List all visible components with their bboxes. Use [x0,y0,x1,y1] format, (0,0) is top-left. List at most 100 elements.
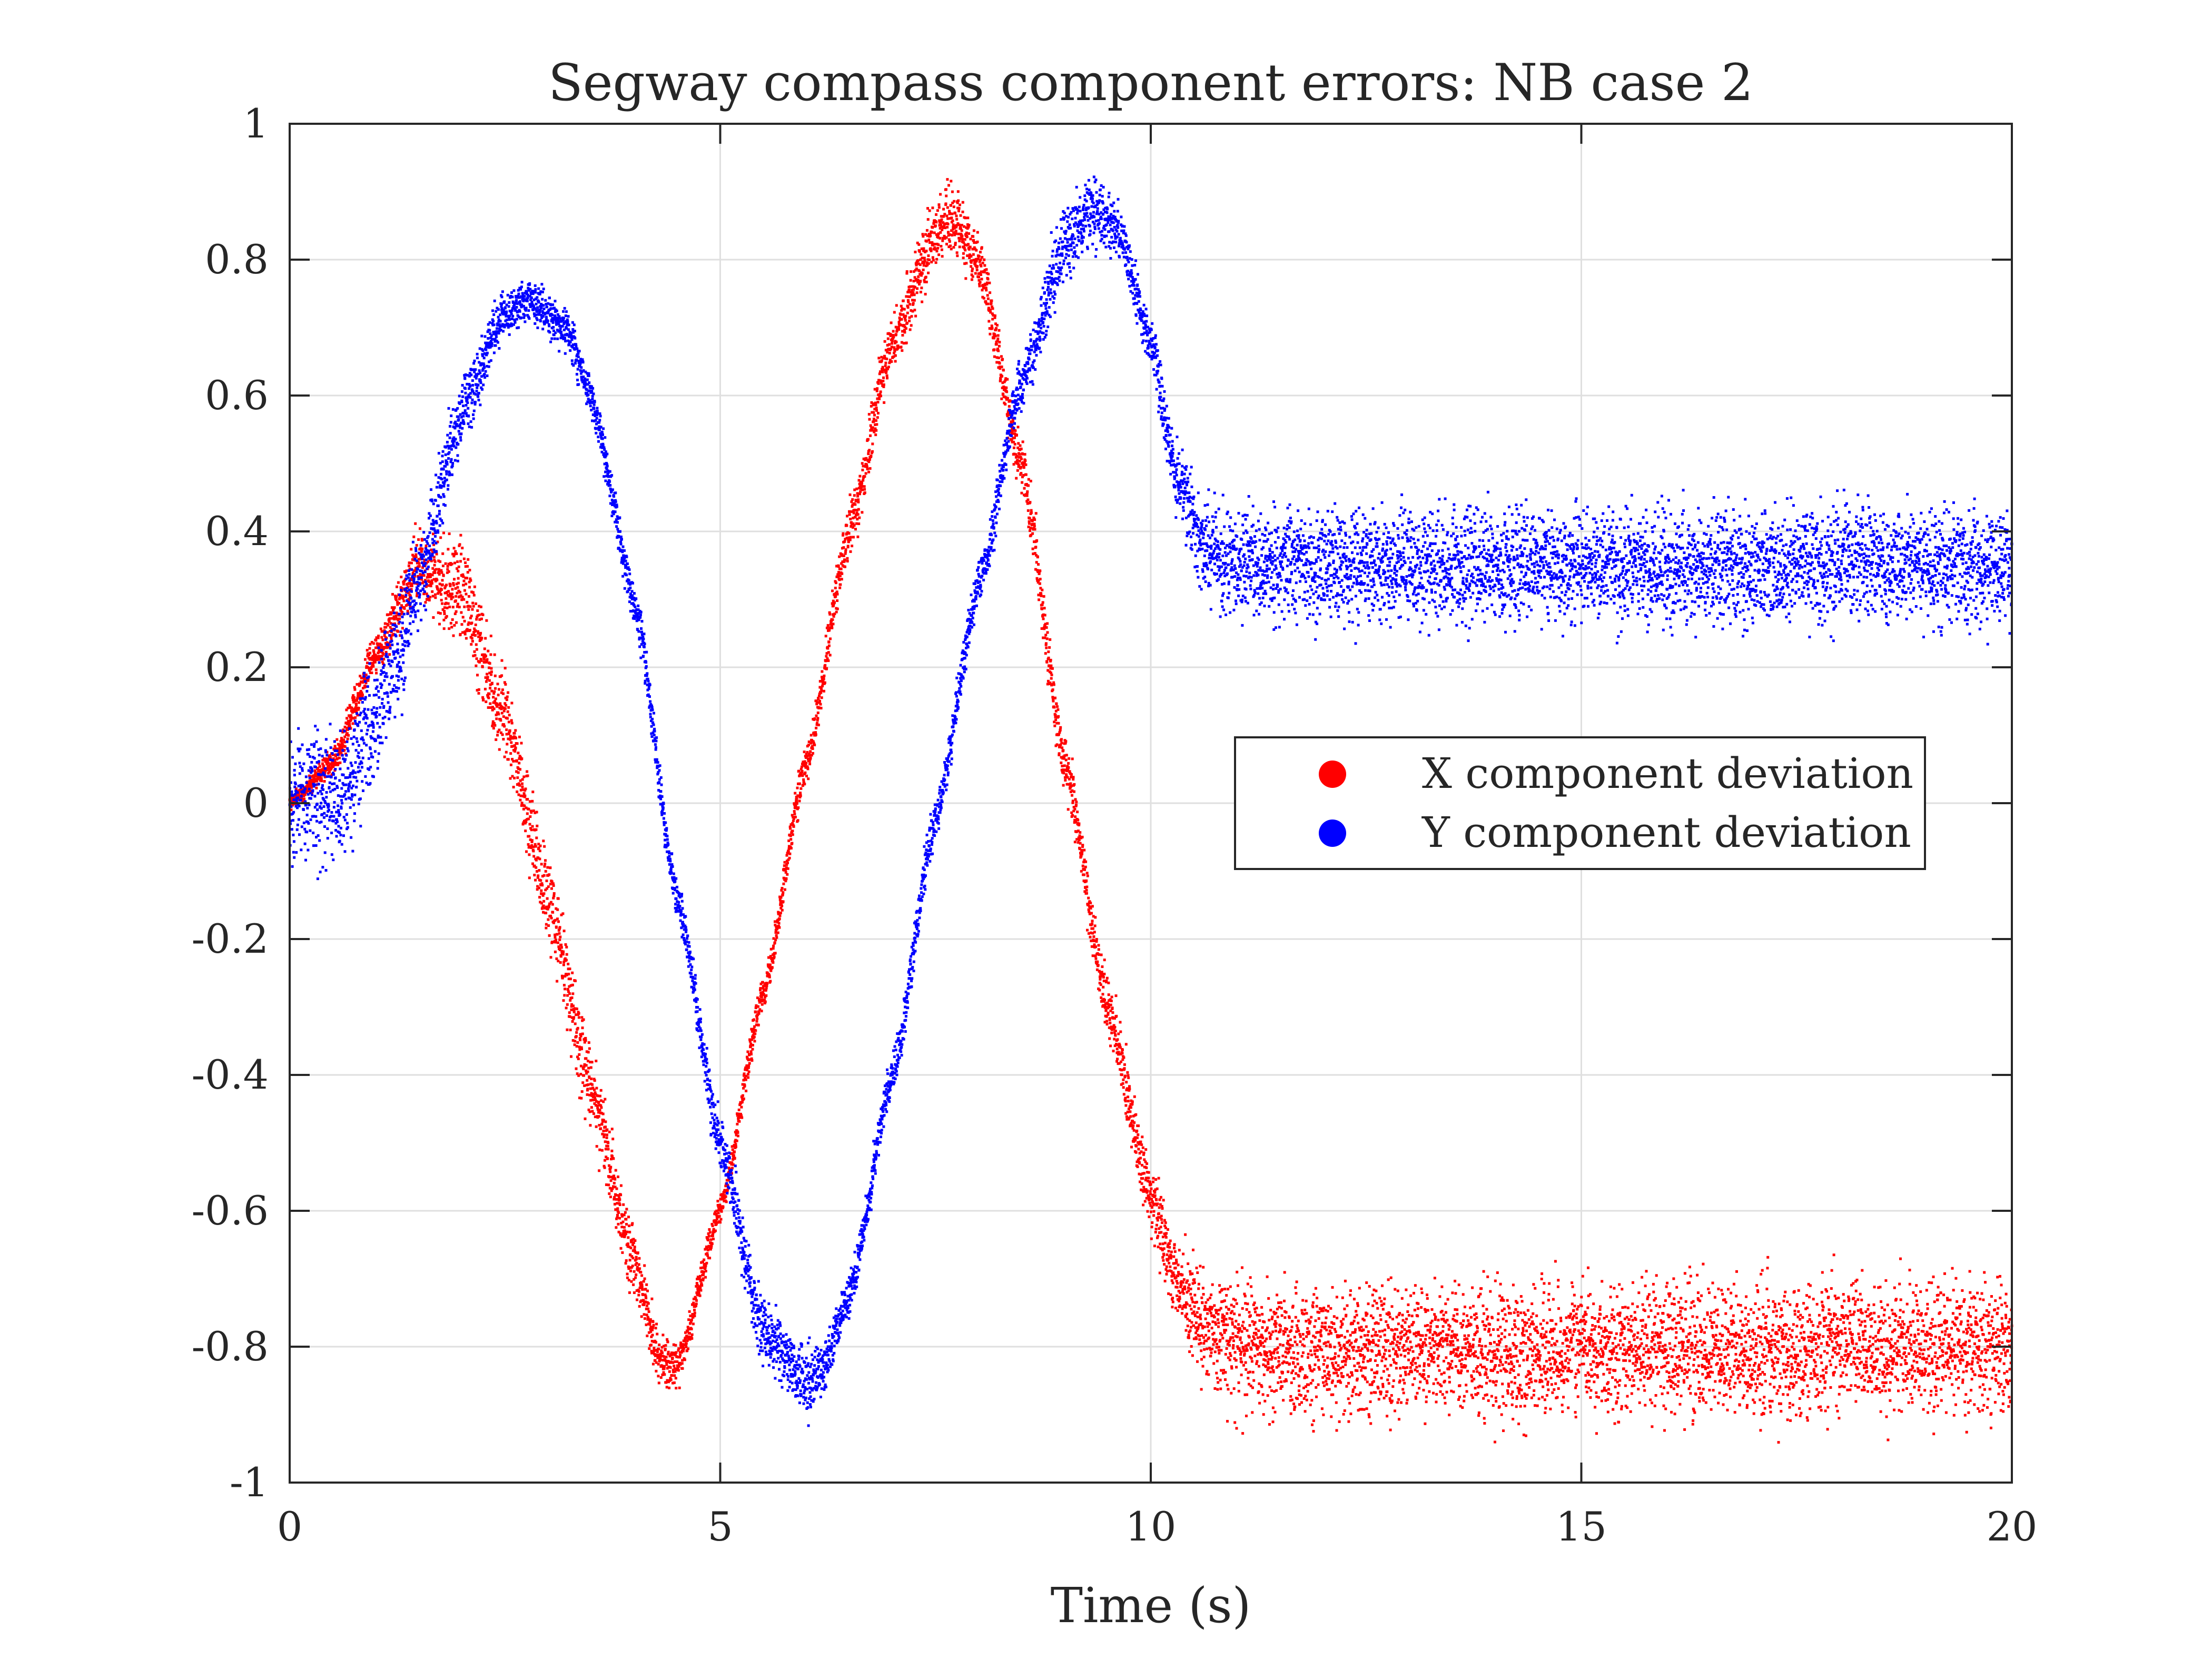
data-point [901,330,904,333]
data-point [1019,444,1022,447]
data-point [894,325,897,329]
data-point [540,882,544,885]
data-point [750,1038,753,1041]
data-point [823,689,825,693]
data-point [558,949,561,951]
data-point [1206,1347,1209,1350]
data-point [867,438,870,441]
data-point [1043,624,1046,627]
data-point [1042,617,1045,620]
data-point [827,644,831,647]
data-point [1217,1312,1220,1316]
data-point [1222,1315,1226,1318]
data-point [740,1105,743,1109]
data-point [388,644,391,647]
data-point [542,840,545,843]
data-point [855,509,858,512]
data-point [1232,1305,1236,1308]
data-point [414,556,418,559]
data-point [683,1347,685,1350]
data-point [702,1279,705,1282]
data-point [1034,512,1038,515]
data-point [451,618,454,621]
data-point [785,854,788,857]
data-point [1220,1369,1222,1372]
data-point [594,1104,597,1107]
data-point [1076,811,1079,814]
data-point [628,1224,631,1227]
data-point [976,231,979,234]
data-point [695,1302,698,1306]
data-point [693,1309,696,1311]
data-point [1025,500,1029,503]
data-point [465,637,468,640]
data-point [468,595,470,598]
data-point [565,959,568,962]
data-point [560,943,563,946]
data-point [1043,607,1046,610]
data-point [566,987,569,991]
data-point [1159,1226,1162,1229]
data-point [1119,1053,1122,1055]
data-point [890,345,893,349]
data-point [370,671,373,674]
data-point [1021,476,1024,479]
data-point [1031,519,1034,522]
data-point [546,907,549,911]
data-point [443,610,446,613]
data-point [477,635,480,638]
data-point [655,1341,657,1344]
data-point [930,261,933,264]
data-point [460,598,463,601]
data-point [485,700,488,703]
data-point [630,1255,634,1258]
data-points [288,175,2013,1444]
data-point [812,740,815,743]
data-point [1174,1307,1177,1310]
data-point [696,1278,699,1280]
data-point [428,580,431,584]
data-point [483,661,486,664]
data-point [382,658,386,661]
data-point [711,1235,714,1238]
data-point [1113,1025,1117,1029]
data-point [592,1078,596,1081]
data-point [319,771,322,774]
data-point [919,258,922,261]
data-point [489,687,491,690]
data-point [857,508,860,511]
data-point [355,704,358,706]
data-point [320,777,323,780]
data-point [554,941,557,944]
data-point [654,1327,657,1330]
data-point [512,759,515,763]
data-point [1026,490,1029,493]
data-point [349,716,352,719]
data-point [730,1145,734,1148]
data-point [1134,1113,1138,1116]
data-point [805,774,808,777]
data-point [817,698,820,701]
data-point [470,615,473,618]
data-point [397,630,400,633]
data-point [334,755,338,758]
data-point [337,752,340,754]
data-point [310,792,313,795]
data-point [397,619,400,622]
data-point [452,547,456,550]
data-point [1167,1250,1170,1253]
data-point [419,527,421,530]
data-point [1141,1146,1144,1149]
data-point [954,212,956,215]
data-point [1133,1095,1136,1098]
data-point [1105,1015,1108,1018]
data-point [602,1100,605,1103]
data-point [1081,835,1084,838]
data-point [869,429,872,432]
data-point [933,246,936,249]
data-point [778,926,781,929]
data-point [730,1161,734,1164]
data-point [648,1347,651,1350]
data-point [1131,1120,1134,1123]
data-point [1043,627,1046,630]
